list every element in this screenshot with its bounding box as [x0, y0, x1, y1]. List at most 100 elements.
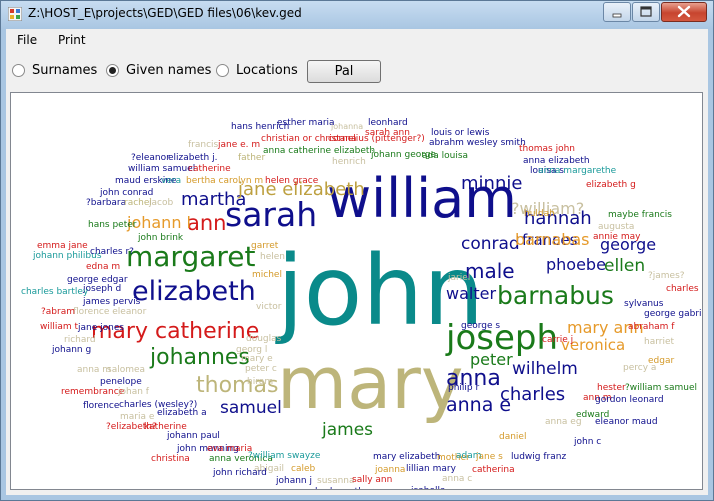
cloud-word: hiram [247, 377, 274, 387]
cloud-word: jane jones [78, 323, 125, 333]
cloud-word: elizabeth g [586, 180, 636, 190]
cloud-word: charles bartley [21, 287, 89, 297]
cloud-word: douglas [246, 334, 282, 344]
cloud-word: helen [260, 252, 285, 262]
cloud-word: john brink [138, 233, 184, 243]
radio-indicator [216, 64, 229, 77]
cloud-word: helen grace [265, 176, 319, 186]
cloud-word: michel [252, 270, 282, 280]
cloud-word: joseph d [83, 284, 122, 294]
cloud-word: barnabus [497, 281, 614, 310]
options-bar: Surnames Given names Locations Pal [6, 53, 708, 87]
cloud-word: ?william samuel [625, 383, 697, 393]
minimize-button[interactable] [603, 2, 631, 22]
cloud-word: abrahm wesley smith [429, 138, 526, 148]
radio-label: Given names [126, 63, 212, 78]
cloud-word: ?william swayze [248, 451, 321, 461]
cloud-word: peter [470, 350, 513, 369]
cloud-word: adam [456, 451, 482, 461]
cloud-word: salomea [107, 365, 146, 375]
cloud-word: johann g [52, 345, 92, 355]
cloud-word: charles [500, 384, 566, 405]
cloud-word: maud erskine [115, 176, 177, 186]
cloud-word: huldah [524, 209, 555, 219]
cloud-word: martha [181, 189, 247, 210]
cloud-word: bertha carolyn m [186, 176, 264, 186]
cloud-word: henrich [332, 157, 366, 167]
cloud-word: anna catherine elizabeth [263, 146, 376, 156]
cloud-word: caleb [291, 464, 316, 474]
cloud-word: louisa s [530, 166, 564, 176]
cloud-word: rachel [124, 198, 152, 208]
cloud-word: joseph [446, 318, 559, 358]
cloud-word: remembrance [61, 387, 125, 397]
maximize-button[interactable] [632, 2, 660, 22]
cloud-word: harriet [644, 337, 675, 347]
cloud-word: jane s [476, 452, 503, 462]
cloud-word: sylvanus [624, 299, 664, 309]
cloud-word: walter [446, 284, 497, 303]
radio-surnames[interactable]: Surnames [12, 63, 97, 78]
cloud-word: esther maria [277, 118, 335, 128]
cloud-word: hans peter [88, 220, 137, 230]
cloud-word: mary ann [567, 318, 644, 337]
cloud-word: johann philibus [33, 251, 102, 261]
cloud-word: anna margarethe [538, 166, 617, 176]
cloud-word: lillian mary [406, 464, 456, 474]
cloud-word: garret [251, 241, 279, 251]
cloud-word: katherine [144, 422, 187, 432]
close-icon [677, 5, 691, 18]
cloud-word: mary e [241, 354, 273, 364]
cloud-word: victor [256, 302, 282, 312]
cloud-word: anna [446, 366, 501, 391]
cloud-word: ellen [604, 256, 646, 276]
cloud-word: john richard [213, 468, 267, 478]
cloud-word: johann george [371, 150, 437, 160]
radio-indicator [12, 64, 25, 77]
cloud-word: catherine [188, 164, 231, 174]
menu-file[interactable]: File [17, 33, 38, 47]
cloud-word: johann j [276, 476, 312, 486]
cloud-word: george [600, 235, 657, 254]
cloud-word: richard [64, 335, 96, 345]
cloud-word: barnabas [515, 230, 590, 249]
cloud-word: anna c [442, 474, 473, 484]
close-button[interactable] [661, 2, 707, 22]
cloud-word: florence eleanor [73, 307, 147, 317]
cloud-word: mary catherine [91, 319, 260, 344]
cloud-word: christina [151, 454, 190, 464]
menu-print[interactable]: Print [58, 33, 86, 47]
cloud-word: george edgar [67, 275, 128, 285]
cloud-word: leonhard [368, 118, 408, 128]
cloud-word: male [465, 259, 515, 283]
cloud-word: maybe francis [608, 210, 672, 220]
cloud-word: thomas [196, 373, 279, 398]
cloud-word: ?abram [41, 307, 75, 317]
menu-bar: File Print [6, 29, 708, 51]
cloud-word: abraham f [628, 322, 675, 332]
app-icon [8, 7, 22, 21]
cloud-word: vera [161, 176, 182, 186]
cloud-word: abigail [254, 464, 284, 474]
cloud-word: isabella [411, 487, 445, 490]
cloud-word: mary [277, 341, 464, 425]
cloud-word: eva maria [207, 444, 253, 454]
title-bar[interactable]: Z:\HOST_E\projects\GED\GED files\06\kev.… [1, 1, 713, 29]
cloud-word: ada louisa [422, 151, 469, 161]
cloud-word: john c [574, 437, 602, 447]
cloud-word: johann paul [167, 431, 220, 441]
cloud-word: jane e. m [218, 140, 261, 150]
cloud-word: ?james? [648, 271, 685, 281]
cloud-word: anna eg [545, 417, 582, 427]
cloud-word: charles (wesley?) [119, 400, 198, 410]
cloud-word: ?barbara [86, 198, 127, 208]
cloud-word: francis [188, 140, 219, 150]
radio-given-names[interactable]: Given names [106, 63, 211, 78]
cloud-word: william samuel [128, 164, 196, 174]
cloud-word: george gabriel [644, 309, 702, 319]
cloud-word: philip r [448, 383, 480, 393]
cloud-word: jacob [149, 198, 174, 208]
pal-button[interactable]: Pal [307, 60, 381, 83]
cloud-word: conrad [461, 234, 520, 254]
radio-locations[interactable]: Locations [216, 63, 298, 78]
